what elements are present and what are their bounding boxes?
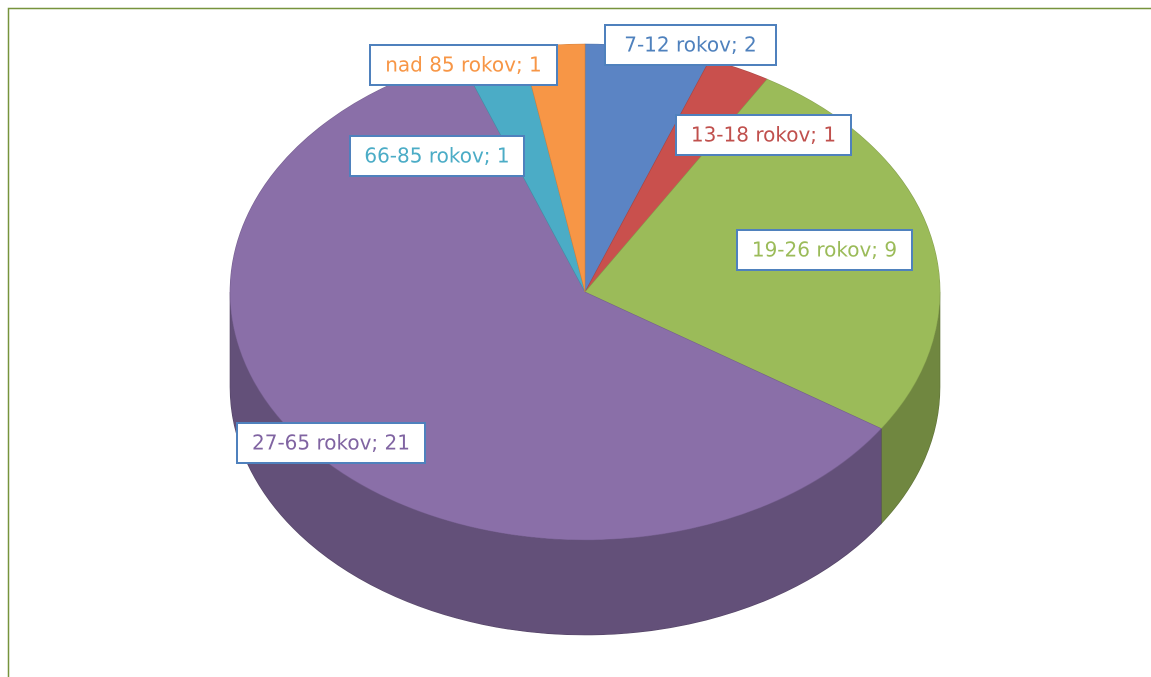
label-box [369, 44, 558, 86]
frame [7, 7, 1151, 677]
label-box [604, 24, 777, 66]
label-box [349, 135, 525, 177]
data-label: nad 85 rokov; 1 [385, 53, 542, 77]
label-box [675, 114, 852, 156]
data-label: 7-12 rokov; 2 [624, 33, 757, 57]
data-label: 13-18 rokov; 1 [691, 123, 836, 147]
label-box [236, 422, 426, 464]
data-label: 19-26 rokov; 9 [752, 238, 897, 262]
data-label: 27-65 rokov; 21 [252, 431, 410, 455]
data-label: 66-85 rokov; 1 [364, 144, 509, 168]
label-box [736, 229, 913, 271]
